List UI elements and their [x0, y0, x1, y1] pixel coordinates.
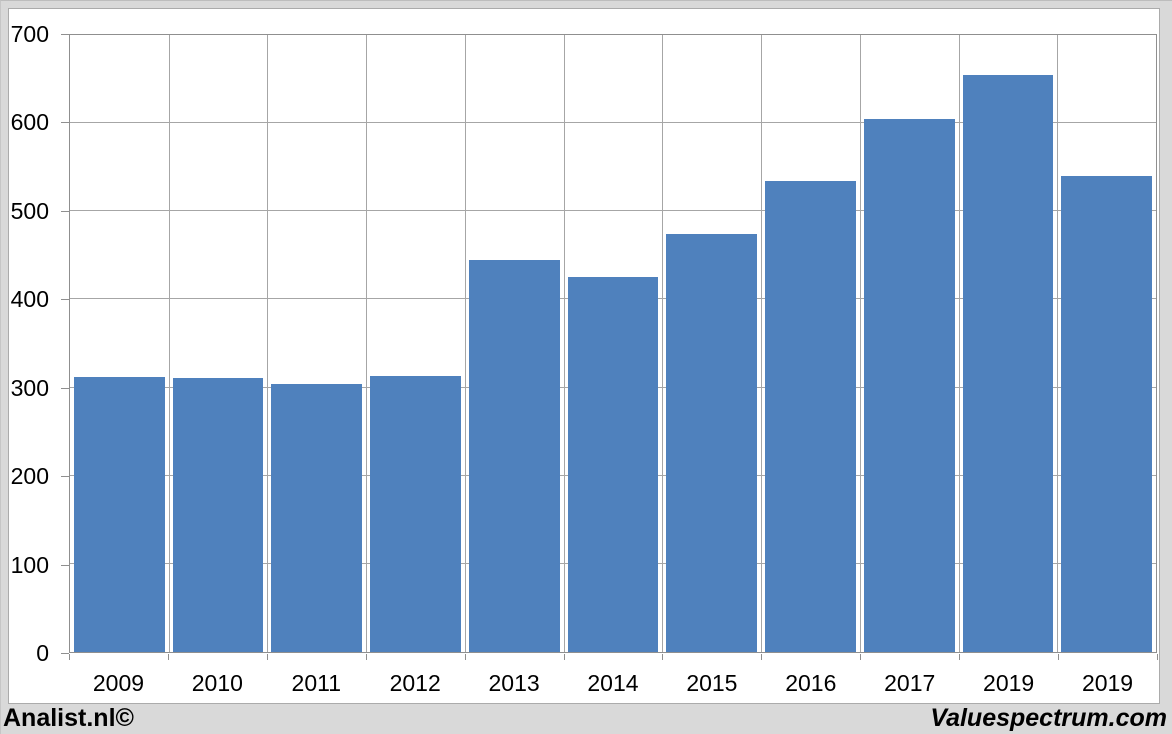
v-gridline: [563, 35, 565, 652]
x-tick-mark: [69, 654, 70, 660]
v-gridline: [1057, 35, 1059, 652]
bar-2009: [74, 377, 165, 652]
x-tick-mark: [662, 654, 663, 660]
bar-2012: [370, 376, 461, 652]
y-tick-mark: [61, 388, 69, 389]
x-tick-mark: [1058, 654, 1059, 660]
y-tick-label: 500: [10, 198, 49, 224]
x-tick-label: 2016: [785, 670, 837, 696]
h-gridline: [70, 122, 1156, 124]
y-tick-mark: [61, 299, 69, 300]
h-gridline: [70, 210, 1156, 212]
x-axis-labels: 2009 2010 2011 2012 2013 2014 2015 2016 2017 2019…: [69, 668, 1157, 698]
y-tick-label: 700: [10, 21, 49, 47]
bar-2010: [172, 377, 264, 652]
bar-2019: [962, 74, 1054, 652]
watermark-valuespectrum: Valuespectrum.com: [930, 704, 1167, 732]
x-tick-mark: [465, 654, 466, 660]
x-tick-label: 2012: [389, 670, 441, 696]
v-gridline: [168, 35, 170, 652]
x-tick-mark: [761, 654, 762, 660]
bar-2016: [765, 181, 856, 652]
v-gridline: [267, 35, 269, 652]
plot-area: [69, 34, 1157, 653]
x-tick-label: 2010: [191, 670, 243, 696]
y-tick-mark: [61, 476, 69, 477]
x-tick-label: 2013: [488, 670, 540, 696]
watermark-analist: Analist.nl©: [3, 704, 134, 732]
y-tick-label: 200: [10, 463, 49, 489]
y-tick-mark: [61, 653, 69, 654]
x-tick-label: 2019: [983, 670, 1035, 696]
x-tick-label: 2017: [884, 670, 936, 696]
bar-2015: [666, 234, 758, 652]
x-tick-label: 2014: [587, 670, 639, 696]
bar-2019: [1061, 176, 1152, 652]
v-gridline: [761, 35, 763, 652]
v-gridline: [366, 35, 368, 652]
y-tick-label: 300: [10, 375, 49, 401]
x-tick-mark: [267, 654, 268, 660]
x-tick-mark: [1157, 654, 1158, 660]
x-tick-mark: [366, 654, 367, 660]
y-tick-label: 600: [10, 109, 49, 135]
y-tick-label: 400: [10, 286, 49, 312]
x-tick-mark: [959, 654, 960, 660]
v-gridline: [859, 35, 861, 652]
y-tick-mark: [61, 34, 69, 35]
v-gridline: [464, 35, 466, 652]
y-tick-mark: [61, 211, 69, 212]
bar-2014: [567, 277, 659, 652]
v-gridline: [662, 35, 664, 652]
bar-2011: [271, 384, 363, 652]
x-tick-label: 2011: [291, 670, 341, 696]
x-tick-label: 2015: [686, 670, 738, 696]
v-gridline: [958, 35, 960, 652]
bar-2013: [468, 259, 560, 652]
x-tick-mark: [168, 654, 169, 660]
x-tick-label: 2019: [1081, 670, 1134, 696]
y-tick-mark: [61, 122, 69, 123]
y-tick-label: 0: [36, 640, 49, 666]
x-tick-mark: [564, 654, 565, 660]
x-tick-mark: [860, 654, 861, 660]
bar-2017: [863, 118, 955, 652]
y-tick-mark: [61, 565, 69, 566]
x-tick-label: 2009: [92, 670, 145, 696]
y-tick-label: 100: [10, 552, 49, 578]
